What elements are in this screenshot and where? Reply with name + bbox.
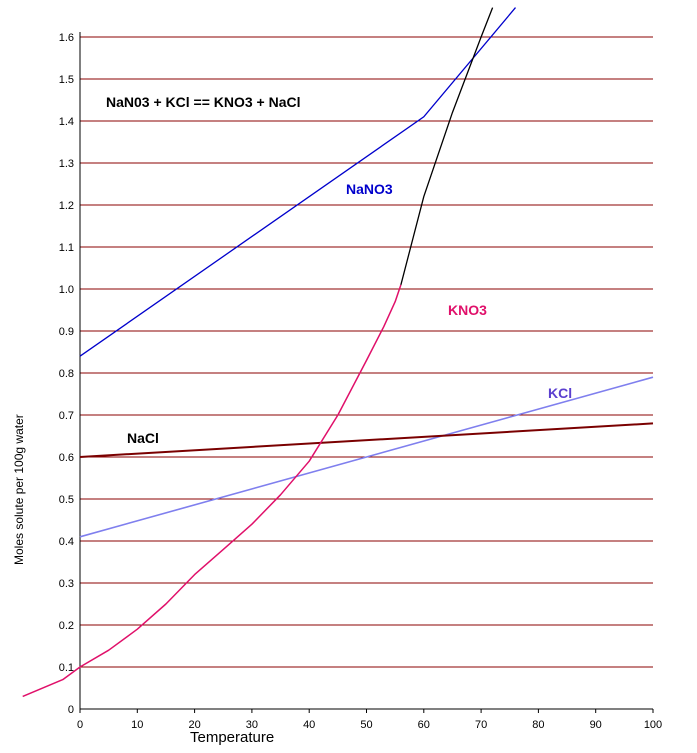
series-line-nacl — [79, 422, 654, 458]
axis-layer: 0 0.1 0.2 0.3 0.4 0.5 0.6 0.7 0.8 0.9 1.0 1.1 1.2 1.3… — [59, 32, 662, 731]
x-tick-label: 70 — [475, 719, 487, 731]
reaction-equation: NaN03 + KCl == KNO3 + NaCl — [106, 94, 301, 110]
x-tick-label: 100 — [644, 719, 662, 731]
x-tick-label: 20 — [188, 719, 200, 731]
series-label-kcl: KCl — [548, 385, 572, 401]
y-tick-label: 1.3 — [59, 158, 74, 170]
y-tick-label: 0.5 — [59, 494, 74, 506]
series-line-kno3-high — [400, 7, 494, 285]
grid-layer — [80, 36, 653, 668]
x-axis-label: Temperature — [190, 729, 274, 746]
x-tick-label: 90 — [590, 719, 602, 731]
series-label-nacl: NaCl — [127, 430, 159, 446]
y-tick-label: 1.4 — [59, 116, 74, 128]
label-layer: NaN03 + KCl == KNO3 + NaCl NaNO3 KNO3 KC… — [12, 94, 572, 746]
x-tick-label: 10 — [131, 719, 143, 731]
y-tick-label: 1.2 — [59, 200, 74, 212]
y-tick-label: 0.1 — [59, 662, 74, 674]
series-label-nano3: NaNO3 — [346, 181, 393, 197]
x-tick-label: 40 — [303, 719, 315, 731]
y-tick-label: 1.5 — [59, 74, 74, 86]
series-layer — [22, 7, 654, 698]
series-line-kno3-low — [22, 284, 402, 698]
y-tick-label: 0 — [68, 704, 74, 716]
y-tick-label: 1.1 — [59, 242, 74, 254]
y-tick-label: 1.0 — [59, 284, 74, 296]
y-tick-label: 0.9 — [59, 326, 74, 338]
y-tick-label: 0.2 — [59, 620, 74, 632]
series-line-nano3 — [79, 7, 516, 357]
y-tick-label: 1.6 — [59, 32, 74, 44]
x-tick-label: 80 — [532, 719, 544, 731]
x-tick-label: 50 — [360, 719, 372, 731]
y-tick-label: 0.4 — [59, 536, 74, 548]
x-tick-label: 30 — [246, 719, 258, 731]
series-label-kno3: KNO3 — [448, 302, 487, 318]
y-tick-label: 0.7 — [59, 410, 74, 422]
y-axis-label: Moles solute per 100g water — [12, 414, 26, 565]
x-tick-label: 0 — [77, 719, 83, 731]
x-tick-label: 60 — [418, 719, 430, 731]
y-tick-label: 0.6 — [59, 452, 74, 464]
y-tick-label: 0.3 — [59, 578, 74, 590]
y-tick-label: 0.8 — [59, 368, 74, 380]
series-line-kcl — [79, 376, 654, 538]
